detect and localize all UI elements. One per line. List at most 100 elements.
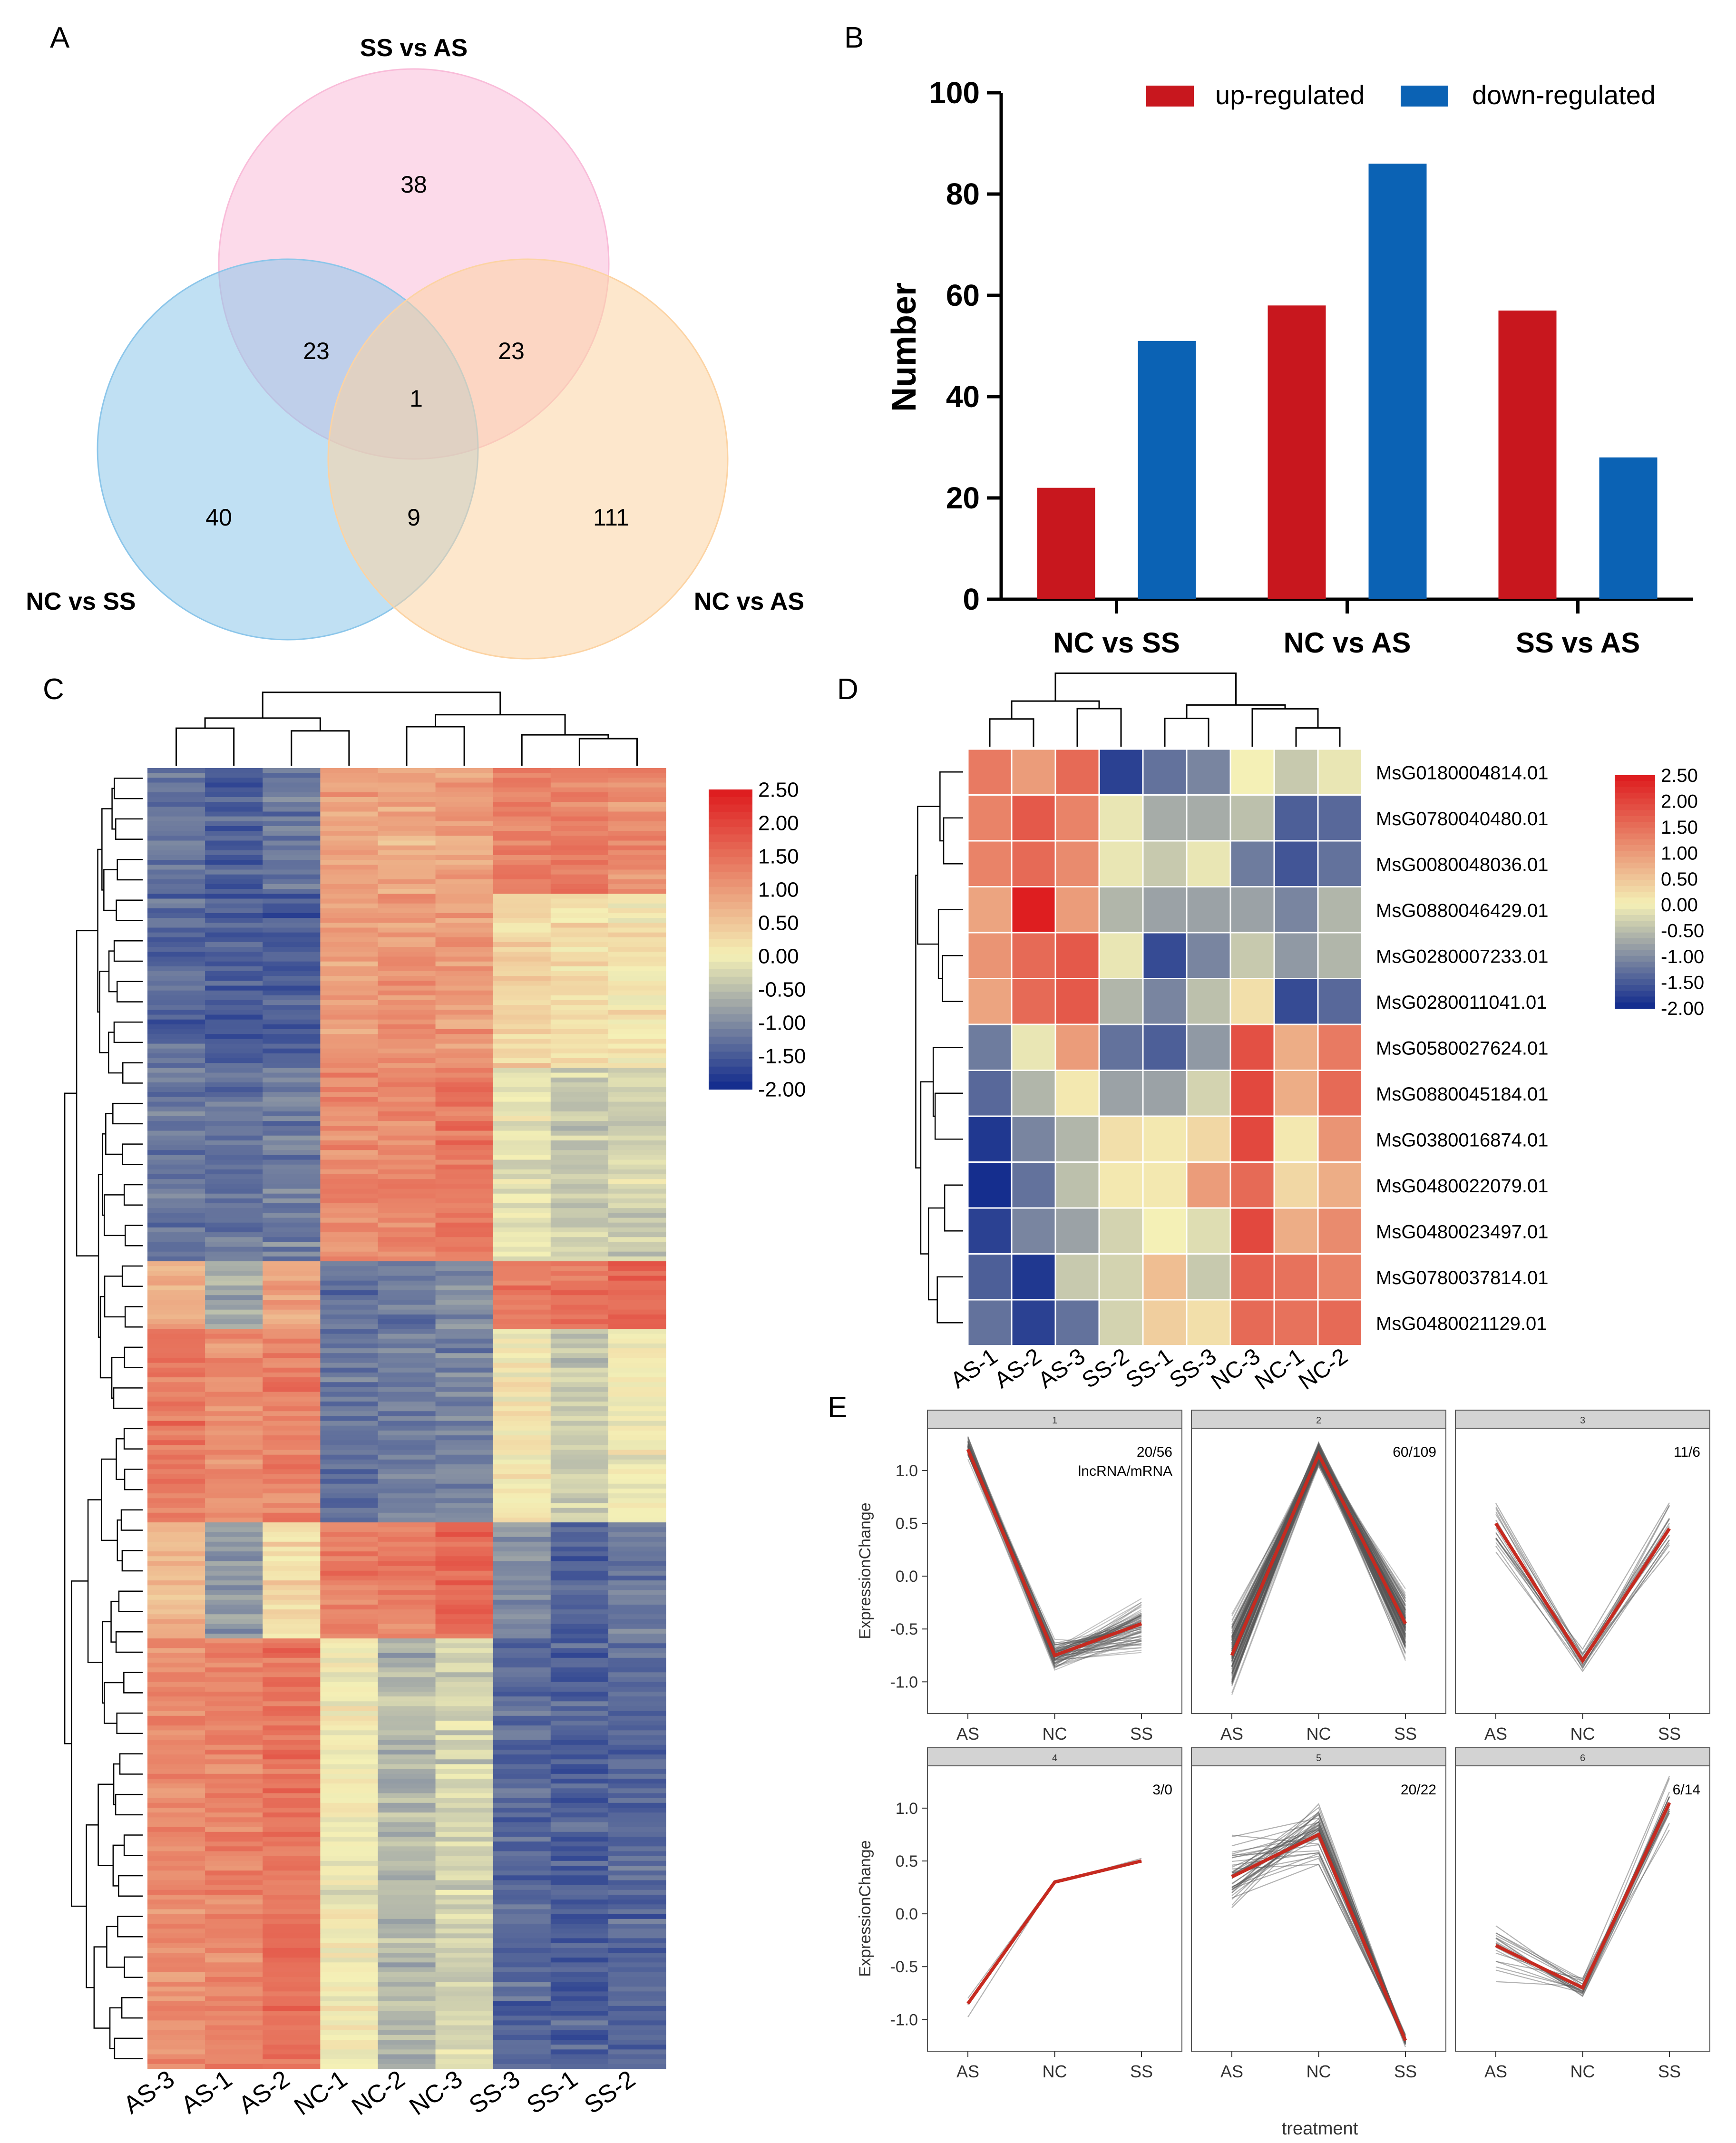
heatmap-cell [550, 1967, 609, 1973]
heatmap-cell [435, 1440, 494, 1446]
heatmap-cell [550, 1551, 609, 1557]
heatmap-cell [147, 1537, 205, 1542]
heatmap-cell [435, 1329, 494, 1335]
heatmap-cell [147, 2020, 205, 2026]
heatmap-cell [263, 1580, 321, 1586]
heatmap-cell [263, 2064, 321, 2069]
dendrogram-branch [123, 1672, 143, 1694]
legend-tick-label: -1.50 [1661, 973, 1704, 994]
heatmap-cell [608, 1024, 666, 1030]
dendrogram-branch [521, 734, 609, 766]
heatmap-cell [435, 1140, 494, 1146]
heatmap-cell [147, 836, 205, 841]
heatmap-cell [1229, 1207, 1275, 1255]
heatmap-cell [205, 1831, 263, 1837]
heatmap-cell [608, 811, 666, 817]
heatmap-cell [550, 1909, 609, 1915]
dendrogram-branch [108, 1032, 123, 1074]
heatmap-cell [205, 1058, 263, 1063]
heatmap-cell [550, 1599, 609, 1605]
row-label: MsG0480023497.01 [1376, 1221, 1549, 1242]
heatmap-cell [550, 923, 609, 928]
heatmap-cell [608, 884, 666, 889]
heatmap-cell [435, 1541, 494, 1547]
heatmap-cell [435, 1754, 494, 1760]
heatmap-cell [205, 1256, 263, 1262]
heatmap-cell [493, 773, 551, 778]
heatmap-cell [550, 1145, 609, 1150]
heatmap-cell [435, 1880, 494, 1886]
heatmap-cell [147, 1029, 205, 1034]
heatmap-cell [435, 1469, 494, 1475]
heatmap-cell [608, 1014, 666, 1020]
heatmap-cell [263, 1537, 321, 1542]
heatmap-cell [263, 1000, 321, 1005]
heatmap-cell [435, 947, 494, 952]
heatmap-cell [263, 802, 321, 807]
heatmap-cell [608, 952, 666, 957]
heatmap-cell [493, 1222, 551, 1228]
heatmap-cell [320, 1121, 379, 1126]
legend-color-step [709, 864, 752, 873]
heatmap-cell [493, 1580, 551, 1586]
heatmap-cell [608, 1875, 666, 1881]
heatmap-cell [608, 1198, 666, 1204]
heatmap-cell [608, 1435, 666, 1441]
heatmap-cell [320, 860, 379, 865]
heatmap-cell [550, 1077, 609, 1083]
heatmap-cell [493, 1740, 551, 1745]
heatmap-cell [493, 1619, 551, 1625]
heatmap-cell [378, 1329, 436, 1335]
heatmap-cell [320, 1987, 379, 1992]
heatmap-cell [378, 1097, 436, 1102]
heatmap-cell [205, 1899, 263, 1905]
heatmap-cell [320, 1628, 379, 1634]
heatmap-cell [147, 923, 205, 928]
heatmap-cell [435, 1251, 494, 1257]
heatmap-cell [378, 1343, 436, 1349]
heatmap-cell [320, 2016, 379, 2021]
heatmap-cell [378, 1904, 436, 1910]
heatmap-cell [435, 1261, 494, 1266]
heatmap-cell [378, 1034, 436, 1039]
heatmap-cell [1054, 1161, 1100, 1209]
heatmap-cell [205, 1319, 263, 1325]
heatmap-cell [435, 889, 494, 894]
heatmap-cell [608, 1372, 666, 1378]
heatmap-cell [320, 1454, 379, 1460]
heatmap-cell [263, 952, 321, 957]
mean-line [966, 1859, 1142, 2005]
heatmap-cell [205, 1764, 263, 1770]
heatmap-cell [320, 1440, 379, 1446]
y-axis-title: Number [885, 282, 923, 412]
heatmap-cell [435, 1599, 494, 1605]
heatmap-cell [435, 845, 494, 851]
heatmap-cell [147, 985, 205, 991]
heatmap-cell [320, 1870, 379, 1876]
heatmap-cell [378, 1010, 436, 1015]
heatmap-cell [608, 1319, 666, 1325]
heatmap-cell [608, 807, 666, 812]
heatmap-cell [550, 1068, 609, 1073]
heatmap-cell [435, 1846, 494, 1852]
heatmap-cell [378, 1677, 436, 1683]
legend-color-step [709, 962, 752, 970]
x-tick-label: AS [956, 2062, 979, 2081]
heatmap-cell [608, 2054, 666, 2060]
heatmap-cell [147, 1638, 205, 1644]
heatmap-cell [550, 797, 609, 802]
heatmap-cell [435, 1029, 494, 1034]
heatmap-cell [205, 807, 263, 812]
heatmap-cell [435, 1561, 494, 1567]
heatmap-cell [320, 1836, 379, 1842]
heatmap-cell [493, 1440, 551, 1446]
heatmap-cell [147, 1295, 205, 1301]
heatmap-cell [205, 1686, 263, 1692]
heatmap-cell [493, 1116, 551, 1121]
heatmap-cell [550, 1648, 609, 1654]
heatmap-cell [263, 1585, 321, 1591]
heatmap-cell [263, 1604, 321, 1610]
heatmap-cell [263, 1769, 321, 1774]
heatmap-cell [435, 1648, 494, 1654]
heatmap-cell [493, 836, 551, 841]
